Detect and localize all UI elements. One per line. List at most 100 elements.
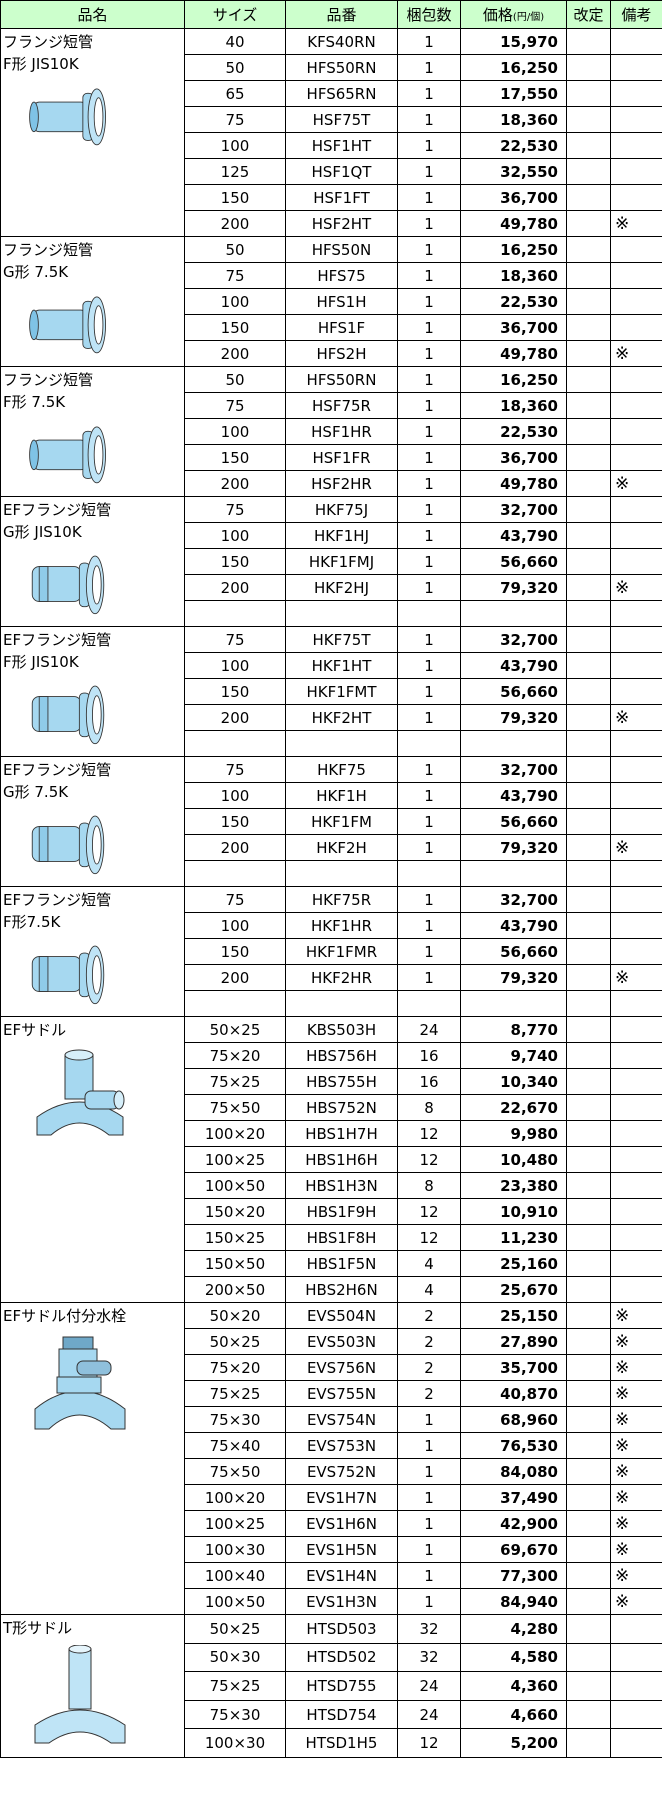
table-cell	[566, 1094, 611, 1121]
header-main: 価格	[482, 6, 513, 24]
table-cell	[610, 1068, 662, 1095]
table-cell: HKF2HT	[285, 704, 398, 731]
table-cell: 75	[184, 106, 286, 133]
table-cell: 77,300	[460, 1562, 567, 1589]
table-cell	[566, 340, 611, 367]
table-cell: HBS1H3N	[285, 1172, 398, 1199]
table-cell	[566, 1728, 611, 1758]
table-cell: KFS40RN	[285, 28, 398, 55]
table-cell: 5,200	[460, 1728, 567, 1758]
table-cell	[566, 1328, 611, 1355]
table-row: 200 HKF2HJ 1 79,320 ※	[1, 574, 662, 601]
table-cell: HKF75J	[285, 496, 398, 523]
table-cell	[610, 548, 662, 575]
table-cell: 32	[397, 1614, 461, 1644]
table-cell: 50×25	[184, 1016, 286, 1043]
product-name: F形 JIS10K	[3, 653, 79, 671]
table-cell	[566, 1120, 611, 1147]
product-name: EFフランジ短管	[3, 501, 112, 519]
table-cell: EVS754N	[285, 1406, 398, 1433]
product-name: フランジ短管	[3, 33, 94, 51]
table-row: 100 HKF1HJ 1 43,790	[1, 522, 662, 549]
table-cell: 100×50	[184, 1172, 286, 1199]
table-cell	[460, 600, 567, 627]
table-cell: 40,870	[460, 1380, 567, 1407]
table-row: 150×25 HBS1F8H 12 11,230	[1, 1224, 662, 1251]
table-cell: 150×20	[184, 1198, 286, 1225]
table-cell: 42,900	[460, 1510, 567, 1537]
table-cell: EVS504N	[285, 1302, 398, 1329]
table-cell: 1	[397, 132, 461, 159]
table-cell: 150×50	[184, 1250, 286, 1277]
table-cell	[610, 730, 662, 757]
table-cell	[460, 990, 567, 1017]
table-cell	[610, 288, 662, 315]
table-cell: 2	[397, 1354, 461, 1381]
table-cell	[285, 990, 398, 1017]
table-cell	[566, 1224, 611, 1251]
table-row: EFフランジ短管 F形7.5K 75 HKF75R 1 32,700	[0, 886, 662, 1017]
table-cell: 25,670	[460, 1276, 567, 1303]
table-cell: 1	[397, 80, 461, 107]
table-cell: 1	[397, 444, 461, 471]
table-row: 50×30 HTSD502 32 4,580	[1, 1642, 662, 1673]
table-cell	[610, 938, 662, 965]
table-cell: 10,340	[460, 1068, 567, 1095]
table-cell	[566, 938, 611, 965]
table-row: 150×50 HBS1F5N 4 25,160	[1, 1250, 662, 1277]
table-cell	[610, 1250, 662, 1277]
table-cell: ※	[610, 1562, 662, 1589]
table-cell: HTSD754	[285, 1699, 398, 1730]
table-cell	[566, 782, 611, 809]
table-cell	[610, 860, 662, 887]
table-cell: 100×30	[184, 1536, 286, 1563]
table-cell	[566, 210, 611, 237]
table-cell: 32,700	[460, 626, 567, 653]
table-cell	[566, 886, 611, 913]
table-row: 75×50 EVS752N 1 84,080 ※	[1, 1458, 662, 1485]
table-cell: 79,320	[460, 964, 567, 991]
table-row	[1, 730, 662, 757]
product-image	[31, 685, 105, 745]
table-cell: HKF1H	[285, 782, 398, 809]
table-cell	[566, 1536, 611, 1563]
table-cell	[610, 600, 662, 627]
table-cell: 200	[184, 834, 286, 861]
table-cell	[610, 1016, 662, 1043]
table-cell	[566, 626, 611, 653]
table-cell: 100	[184, 912, 286, 939]
table-cell: HSF1QT	[285, 158, 398, 185]
product-name-cell: フランジ短管 F形 JIS10K	[0, 28, 185, 237]
header-cell: サイズ	[184, 0, 286, 29]
table-cell: 79,320	[460, 704, 567, 731]
product-name-cell: EFフランジ短管 G形 JIS10K	[0, 496, 185, 627]
table-row: 100×20 HBS1H7H 12 9,980	[1, 1120, 662, 1147]
product-name: G形 7.5K	[3, 783, 69, 801]
table-cell: 75	[184, 756, 286, 783]
table-cell: 1	[397, 28, 461, 55]
table-cell	[610, 782, 662, 809]
table-cell: 36,700	[460, 314, 567, 341]
table-cell	[610, 314, 662, 341]
table-cell: 4,360	[460, 1671, 567, 1701]
table-cell: 75×30	[184, 1699, 286, 1730]
table-cell: 1	[397, 756, 461, 783]
table-row: 200 HKF2H 1 79,320 ※	[1, 834, 662, 861]
table-row: 75×20 EVS756N 2 35,700 ※	[1, 1354, 662, 1381]
product-name-cell: EFフランジ短管 G形 7.5K	[0, 756, 185, 887]
table-cell: HSF1FR	[285, 444, 398, 471]
table-row: EFフランジ短管 F形 JIS10K 75 HKF75T 1 32,700	[0, 626, 662, 757]
table-row: 75×50 HBS752N 8 22,670	[1, 1094, 662, 1121]
product-image	[29, 88, 106, 146]
price-table: 品名 サイズ 品番 梱包数 価格(円/個) 改定 備考 フランジ短管 F形 JIS…	[0, 0, 662, 1758]
table-cell	[397, 990, 461, 1017]
table-row	[1, 600, 662, 627]
table-cell: 17,550	[460, 80, 567, 107]
table-cell	[566, 158, 611, 185]
table-cell: 1	[397, 1484, 461, 1511]
table-cell	[610, 990, 662, 1017]
table-cell: 1	[397, 1432, 461, 1459]
table-cell: HKF2H	[285, 834, 398, 861]
table-cell: 84,940	[460, 1588, 567, 1615]
table-cell	[566, 1276, 611, 1303]
